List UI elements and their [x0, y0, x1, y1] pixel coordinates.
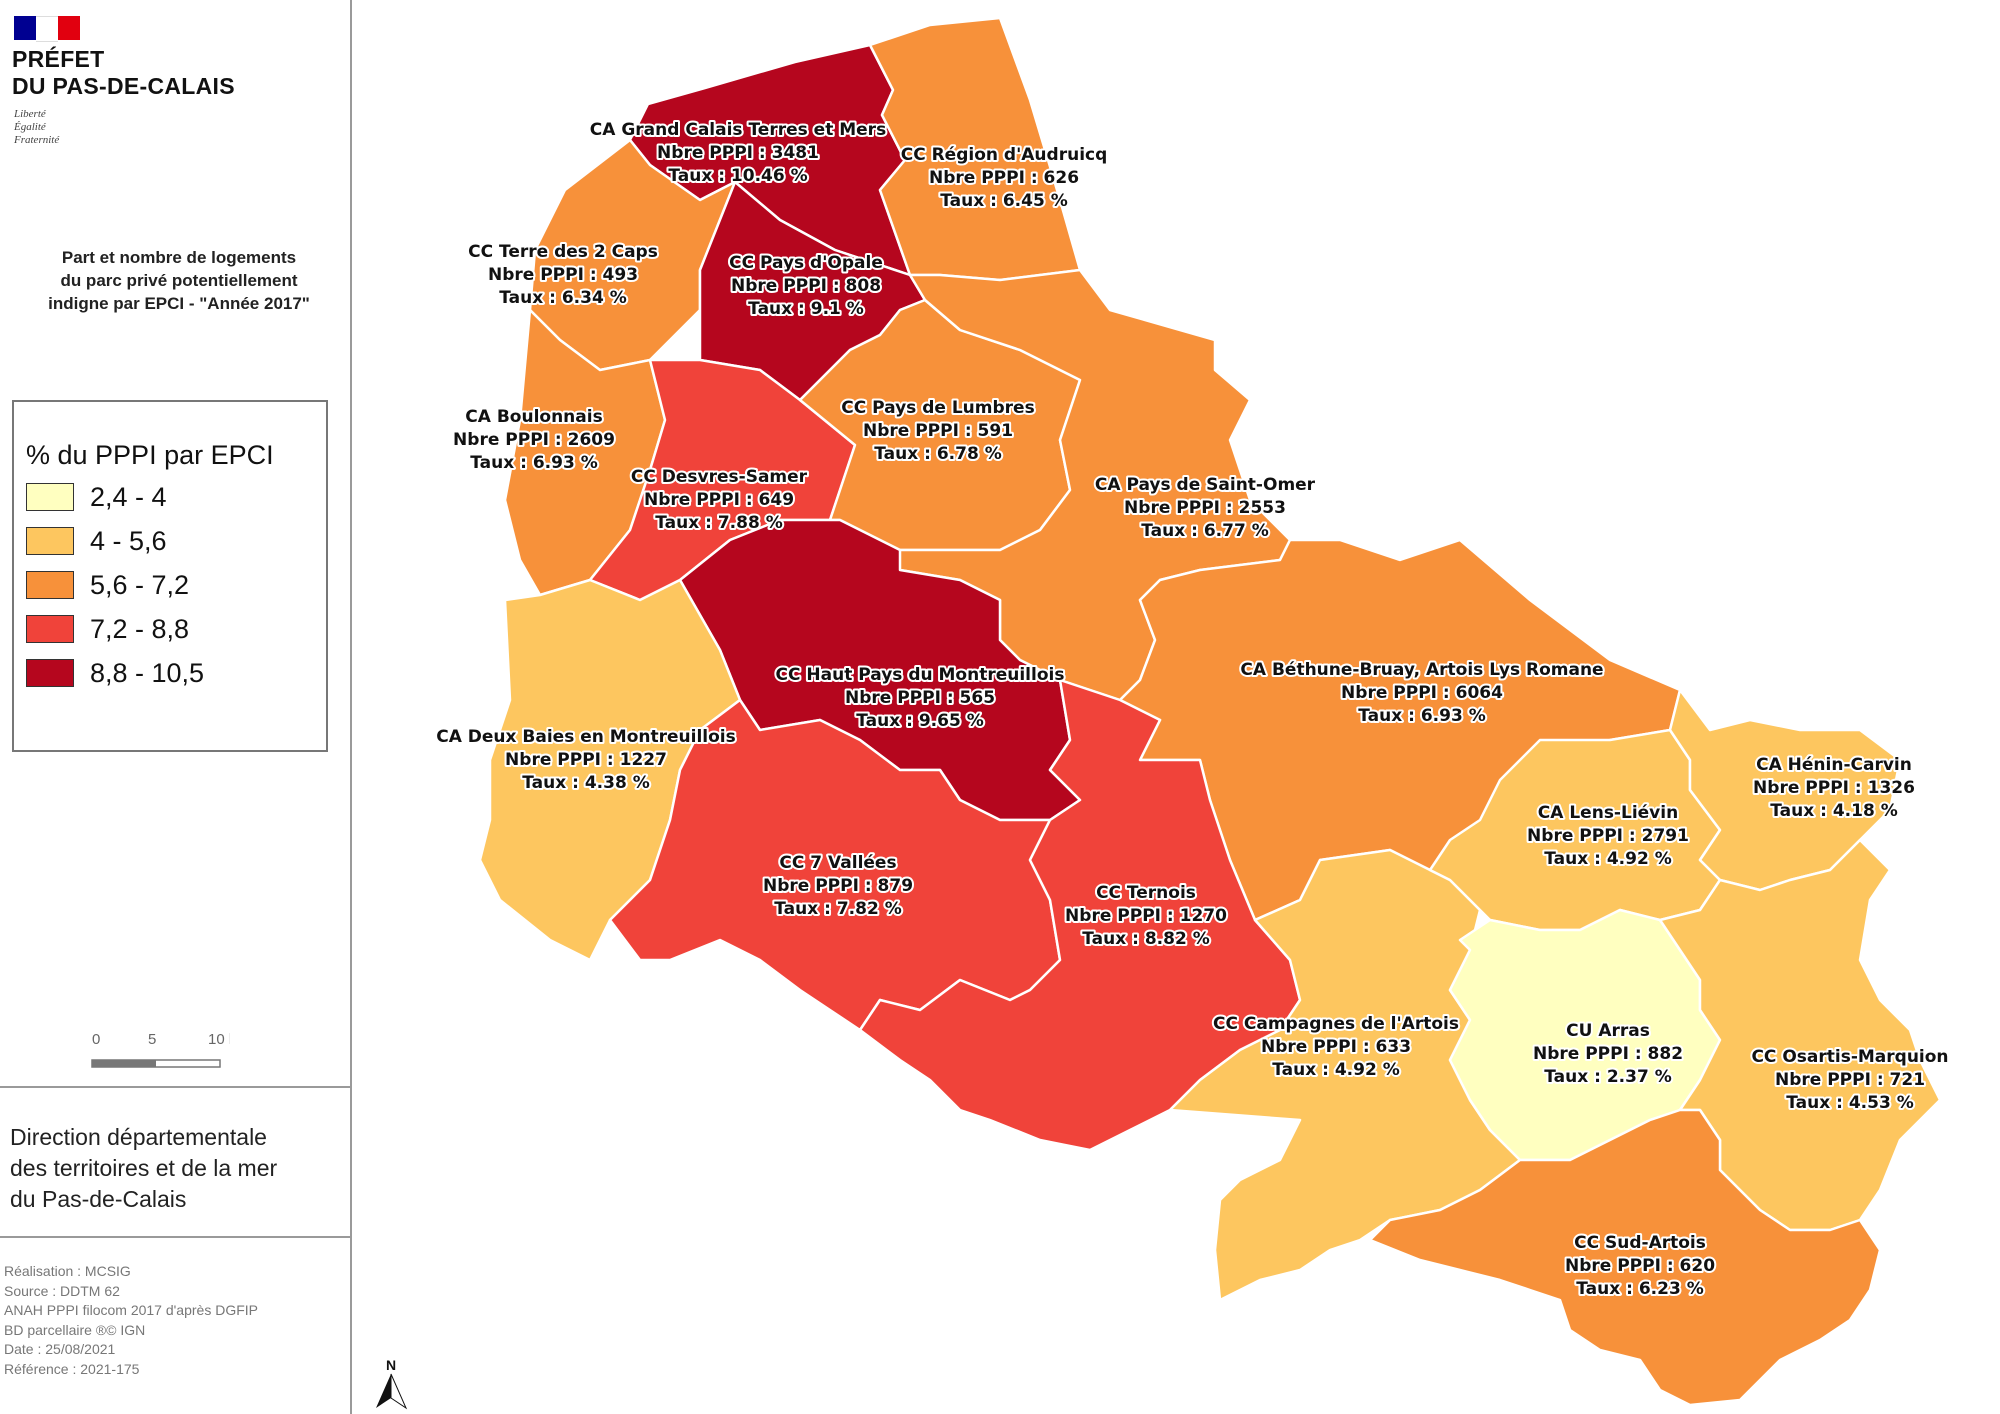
- scale-tick-0: 0: [92, 1031, 100, 1048]
- label-cu-arras: CU Arras Nbre PPPI : 882 Taux : 2.37 %: [1533, 1021, 1683, 1087]
- label-ca-saint-omer: CA Pays de Saint-Omer Nbre PPPI : 2553 Tau…: [1095, 475, 1316, 541]
- north-arrow-icon: N: [376, 1357, 408, 1410]
- motto-liberte: Liberté: [14, 108, 46, 120]
- label-cc-7-vallees: CC 7 Vallées Nbre PPPI : 879 Taux : 7.82 %: [763, 853, 913, 919]
- logo-line-2: DU PAS-DE-CALAIS: [12, 73, 235, 99]
- legend-swatch: [26, 659, 74, 687]
- legend-swatch: [26, 527, 74, 555]
- divider: [0, 1086, 350, 1088]
- legend: % du PPPI par EPCI 2,4 - 4 4 - 5,6 5,6 -…: [12, 400, 328, 752]
- direction-line-1: Direction départementale: [10, 1124, 267, 1150]
- credit-line: Date : 25/08/2021: [4, 1341, 116, 1357]
- map-title-line-1: Part et nombre de logements: [61, 248, 297, 267]
- north-letter: N: [386, 1357, 396, 1373]
- legend-item-1: 2,4 - 4: [26, 480, 167, 514]
- french-flag-icon: [14, 16, 80, 42]
- legend-item-2: 4 - 5,6: [26, 524, 167, 558]
- legend-swatch: [26, 571, 74, 599]
- motto-egalite: Égalité: [14, 121, 46, 133]
- label-cc-osartis-marquion: CC Osartis-Marquion Nbre PPPI : 721 Taux :…: [1751, 1047, 1948, 1113]
- map-svg: N CA Grand Calais Terres et Mers Nbre PPP…: [376, 16, 1951, 1410]
- map-title-line-2: du parc privé potentiellement: [60, 271, 298, 290]
- label-cc-haut-pays: CC Haut Pays du Montreuillois Nbre PPPI :…: [776, 665, 1065, 731]
- legend-swatch: [26, 615, 74, 643]
- label-cc-pays-lumbres: CC Pays de Lumbres Nbre PPPI : 591 Taux : …: [841, 398, 1034, 464]
- label-cc-campagnes-artois: CC Campagnes de l'Artois Nbre PPPI : 633 T…: [1213, 1014, 1459, 1080]
- legend-label: 2,4 - 4: [90, 481, 167, 512]
- map-title: Part et nombre de logements du parc priv…: [18, 246, 340, 315]
- label-ca-lens-lievin: CA Lens-Liévin Nbre PPPI : 2791 Taux : 4.9…: [1527, 803, 1689, 869]
- label-ca-henin-carvin: CA Hénin-Carvin Nbre PPPI : 1326 Taux : 4.…: [1753, 755, 1915, 821]
- label-cc-pays-opale: CC Pays d'Opale Nbre PPPI : 808 Taux : 9.1…: [729, 253, 883, 319]
- legend-swatch: [26, 483, 74, 511]
- direction-line-3: du Pas-de-Calais: [10, 1186, 187, 1212]
- label-cc-sud-artois: CC Sud-Artois Nbre PPPI : 620 Taux : 6.23 …: [1565, 1233, 1715, 1299]
- credit-line: Réalisation : MCSIG: [4, 1263, 131, 1279]
- motto-fraternite: Fraternité: [14, 134, 60, 146]
- legend-label: 5,6 - 7,2: [90, 569, 190, 600]
- map-title-line-3: indigne par EPCI - "Année 2017": [48, 294, 310, 313]
- label-cc-audruicq: CC Région d'Audruicq Nbre PPPI : 626 Taux …: [901, 145, 1108, 211]
- scale-bar: 0 5 10 km: [91, 1031, 230, 1068]
- credit-line: Référence : 2021-175: [4, 1360, 140, 1377]
- direction-label: Direction départementale des territoires…: [10, 1122, 277, 1215]
- label-ca-boulonnais: CA Boulonnais Nbre PPPI : 2609 Taux : 6.93…: [453, 407, 615, 473]
- logo-line-1: PRÉFET: [12, 46, 105, 72]
- label-ca-bethune-bruay: CA Béthune-Bruay, Artois Lys Romane Nbre …: [1240, 660, 1603, 726]
- divider: [0, 1236, 350, 1238]
- credit-line: ANAH PPPI filocom 2017 d'après DGFIP: [4, 1302, 258, 1318]
- region-cc-sud-artois[interactable]: [1368, 1108, 1882, 1407]
- legend-label: 7,2 - 8,8: [90, 613, 190, 644]
- scale-tick-10: 10 km: [208, 1031, 230, 1048]
- label-cc-desvres-samer: CC Desvres-Samer Nbre PPPI : 649 Taux : 7.…: [631, 467, 808, 533]
- label-ca-grand-calais: CA Grand Calais Terres et Mers Nbre PPPI …: [590, 120, 886, 186]
- legend-item-3: 5,6 - 7,2: [26, 568, 189, 602]
- label-ca-deux-baies: CA Deux Baies en Montreuillois Nbre PPPI …: [436, 727, 736, 793]
- legend-item-4: 7,2 - 8,8: [26, 612, 189, 646]
- scale-tick-5: 5: [148, 1031, 156, 1048]
- choropleth-map: N CA Grand Calais Terres et Mers Nbre PPP…: [352, 0, 2000, 1414]
- direction-line-2: des territoires et de la mer: [10, 1155, 278, 1181]
- legend-label: 8,8 - 10,5: [90, 657, 205, 688]
- legend-item-5: 8,8 - 10,5: [26, 656, 204, 690]
- credit-line: Source : DDTM 62: [4, 1282, 120, 1299]
- prefecture-logo-title: PRÉFET DU PAS-DE-CALAIS: [12, 46, 235, 100]
- republic-motto: Liberté Égalité Fraternité: [14, 108, 59, 147]
- label-cc-ternois: CC Ternois Nbre PPPI : 1270 Taux : 8.82 %: [1065, 883, 1227, 949]
- legend-title: % du PPPI par EPCI: [26, 440, 274, 470]
- map-sidebar: PRÉFET DU PAS-DE-CALAIS Liberté Égalité …: [0, 0, 352, 1414]
- credits: Réalisation : MCSIG Source : DDTM 62 ANA…: [4, 1262, 258, 1379]
- legend-label: 4 - 5,6: [90, 525, 167, 556]
- credit-line: BD parcellaire ®© IGN: [4, 1321, 146, 1338]
- label-cc-terre-2-caps: CC Terre des 2 Caps Nbre PPPI : 493 Taux :…: [468, 242, 658, 308]
